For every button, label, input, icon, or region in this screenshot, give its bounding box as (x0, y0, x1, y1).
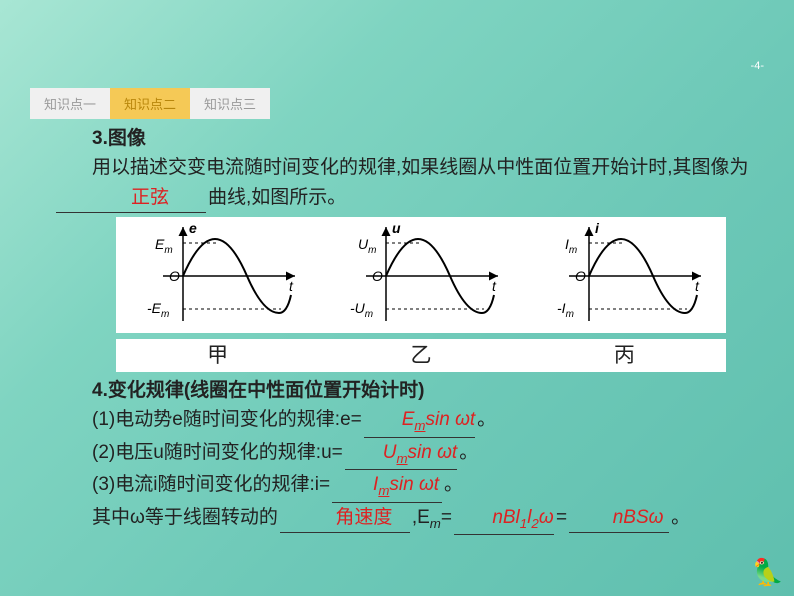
chart-e: e t O Em -Em (133, 221, 303, 331)
section3-answer: 正弦 (131, 187, 169, 208)
chart-u-origin: O (372, 268, 383, 284)
section4-item-2: (2)电压u随时间变化的规律:u= Umsin ωt。 (54, 438, 764, 470)
s4-last-b3: nBSω (569, 503, 669, 533)
charts-captions: 甲 乙 丙 (116, 339, 726, 372)
s4-last-b2: nBl1l2ω (454, 503, 554, 535)
section3-post: 曲线,如图所示。 (208, 187, 346, 208)
s4-2-ans: Umsin ωt (383, 442, 457, 463)
svg-text:Im: Im (565, 236, 577, 256)
caption-1: 甲 (133, 339, 303, 372)
svg-text:-Em: -Em (147, 300, 169, 320)
section3-pre: 用以描述交变电流随时间变化的规律,如果线圈从中性面位置开始计时,其图像为 (92, 157, 749, 178)
chart-u-yvar: u (392, 221, 401, 236)
chart-e-yvar: e (189, 221, 197, 236)
svg-text:Um: Um (358, 236, 376, 256)
s4-1-pre: (1)电动势e随时间变化的规律:e= (92, 409, 362, 430)
svg-text:-Im: -Im (557, 300, 574, 320)
section4-heading: 4.变化规律(线圈在中性面位置开始计时) (54, 376, 764, 405)
s4-last-b1: 角速度 (280, 503, 410, 533)
s4-2-pre: (2)电压u随时间变化的规律:u= (92, 442, 343, 463)
s4-2-post: 。 (459, 442, 478, 463)
section3-body: 用以描述交变电流随时间变化的规律,如果线圈从中性面位置开始计时,其图像为正弦 曲线… (54, 153, 764, 213)
s4-last-eq2: = (556, 507, 567, 528)
s4-3-ans: Imsin ωt (373, 474, 439, 495)
chart-i: i t O Im -Im (539, 221, 709, 331)
tab-knowledge-2[interactable]: 知识点二 (110, 88, 190, 119)
bird-icon: 🦜 (752, 557, 784, 588)
tabs-container: 知识点一 知识点二 知识点三 (30, 88, 270, 119)
section4-item-1: (1)电动势e随时间变化的规律:e= Emsin ωt。 (54, 405, 764, 437)
chart-i-xvar: t (695, 278, 700, 294)
chart-i-yvar: i (595, 221, 600, 236)
charts-row: e t O Em -Em u t O Um -Um i t (116, 217, 726, 333)
s4-1-ans: Emsin ωt (402, 409, 475, 430)
caption-2: 乙 (336, 339, 506, 372)
chart-u: u t O Um -Um (336, 221, 506, 331)
section3-blank: 正弦 (56, 183, 206, 213)
s4-last-a2: nBl1l2ω (492, 507, 553, 528)
caption-3: 丙 (539, 339, 709, 372)
s4-last-post: 。 (671, 507, 690, 528)
svg-text:-Um: -Um (350, 300, 373, 320)
s4-1-post: 。 (477, 409, 496, 430)
s4-3-pre: (3)电流i随时间变化的规律:i= (92, 474, 330, 495)
section3-heading: 3.图像 (54, 124, 764, 153)
s4-1-blank: Emsin ωt (364, 405, 475, 437)
s4-last-mid: ,Em= (412, 507, 452, 528)
s4-last-pre: 其中ω等于线圈转动的 (92, 507, 278, 528)
chart-e-xvar: t (289, 278, 294, 294)
section4-item-3: (3)电流i随时间变化的规律:i= Imsin ωt。 (54, 470, 764, 502)
s4-3-blank: Imsin ωt (332, 470, 442, 502)
tab-knowledge-1[interactable]: 知识点一 (30, 88, 110, 119)
s4-2-blank: Umsin ωt (345, 438, 457, 470)
s4-3-post: 。 (444, 474, 463, 495)
main-content: 3.图像 用以描述交变电流随时间变化的规律,如果线圈从中性面位置开始计时,其图像… (54, 124, 764, 535)
page-number: -4- (751, 60, 764, 72)
chart-i-origin: O (575, 268, 586, 284)
chart-e-origin: O (169, 268, 180, 284)
tab-knowledge-3[interactable]: 知识点三 (190, 88, 270, 119)
section4-last: 其中ω等于线圈转动的 角速度 ,Em= nBl1l2ω= nBSω 。 (54, 503, 764, 535)
s4-last-a1: 角速度 (335, 507, 392, 528)
chart-u-xvar: t (492, 278, 497, 294)
svg-text:Em: Em (155, 236, 173, 256)
s4-last-a3: nBSω (613, 507, 664, 528)
